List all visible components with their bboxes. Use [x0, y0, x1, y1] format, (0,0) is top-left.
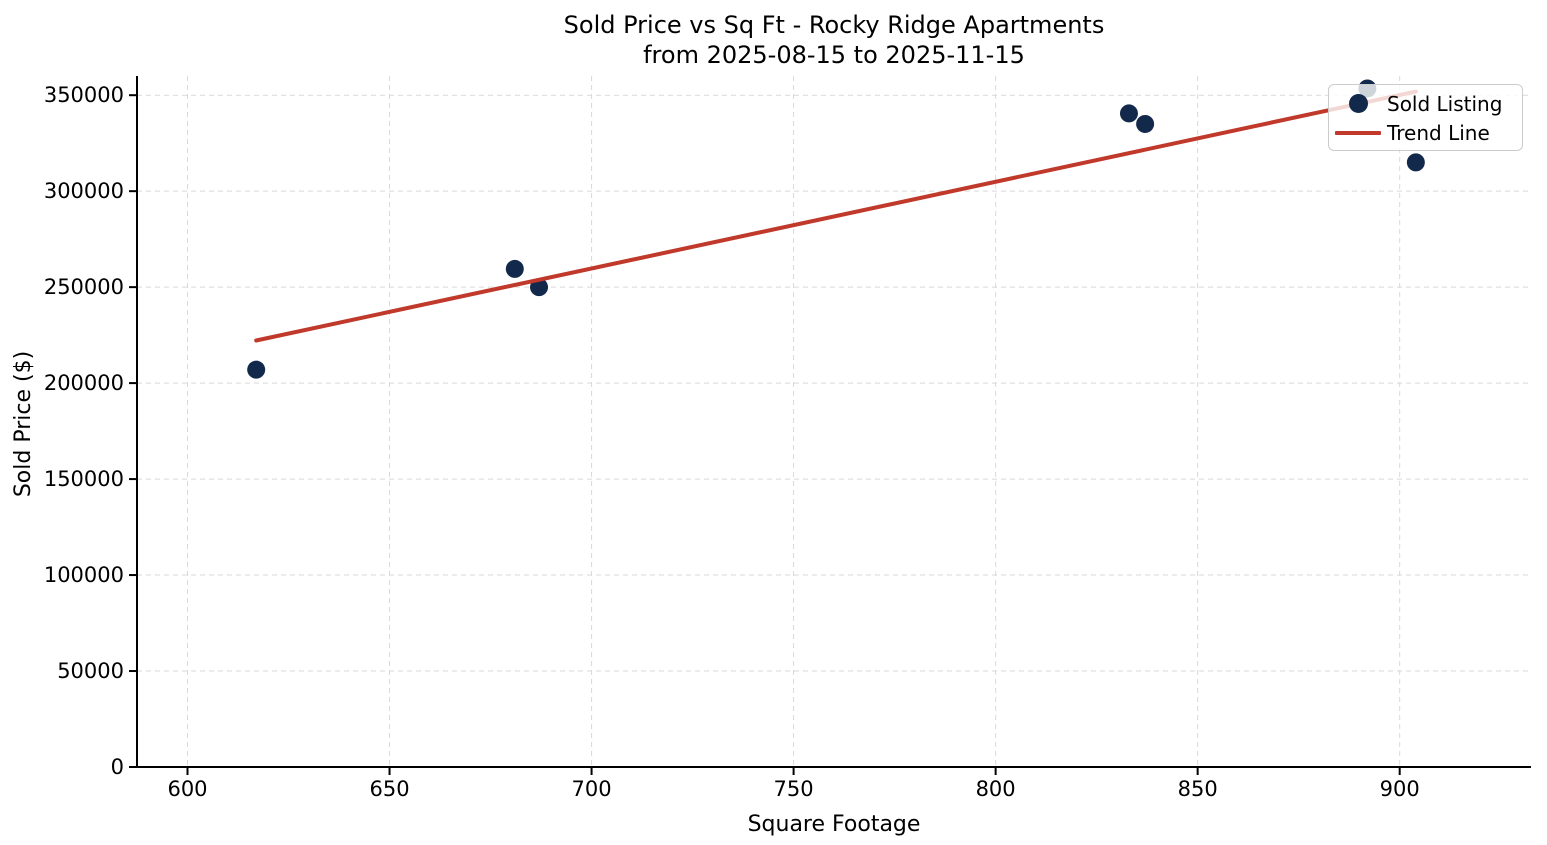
- y-tick-label: 200000: [44, 371, 124, 395]
- legend: Sold Listing Trend Line: [1328, 84, 1523, 151]
- y-tick-label: 50000: [57, 659, 124, 683]
- y-tick-label: 350000: [44, 83, 124, 107]
- data-point: [1406, 153, 1425, 172]
- trend-line-marker-icon: [1335, 130, 1381, 135]
- x-tick-label: 850: [1178, 777, 1218, 801]
- x-tick-label: 900: [1380, 777, 1420, 801]
- data-point: [505, 259, 524, 278]
- legend-swatch-area: [1329, 130, 1387, 135]
- legend-entry-sold-listing: Sold Listing: [1329, 89, 1522, 118]
- data-point: [1119, 104, 1138, 123]
- legend-label-sold-listing: Sold Listing: [1387, 91, 1503, 116]
- y-tick-label: 0: [111, 755, 124, 779]
- chart-title: Sold Price vs Sq Ft - Rocky Ridge Apartm…: [137, 10, 1531, 70]
- x-tick-label: 700: [572, 777, 612, 801]
- x-tick-label: 600: [167, 777, 207, 801]
- legend-entry-trend-line: Trend Line: [1329, 118, 1522, 147]
- x-tick-label: 800: [976, 777, 1016, 801]
- data-point: [1136, 114, 1155, 133]
- sold-listing-marker-icon: [1348, 94, 1368, 113]
- y-tick-label: 150000: [44, 467, 124, 491]
- y-axis-label: Sold Price ($): [11, 350, 36, 498]
- data-point: [247, 360, 266, 379]
- trend-line: [254, 89, 1418, 343]
- x-tick-label: 750: [774, 777, 814, 801]
- y-tick-label: 300000: [44, 179, 124, 203]
- x-axis-label: Square Footage: [747, 812, 921, 837]
- chart-title-line1: Sold Price vs Sq Ft - Rocky Ridge Apartm…: [563, 11, 1105, 39]
- y-tick-label: 250000: [44, 275, 124, 299]
- x-tick-label: 650: [369, 777, 409, 801]
- y-tick-label: 100000: [44, 563, 124, 587]
- chart-title-line2: from 2025-08-15 to 2025-11-15: [643, 41, 1025, 69]
- legend-swatch-area: [1329, 94, 1387, 113]
- legend-label-trend-line: Trend Line: [1387, 120, 1490, 145]
